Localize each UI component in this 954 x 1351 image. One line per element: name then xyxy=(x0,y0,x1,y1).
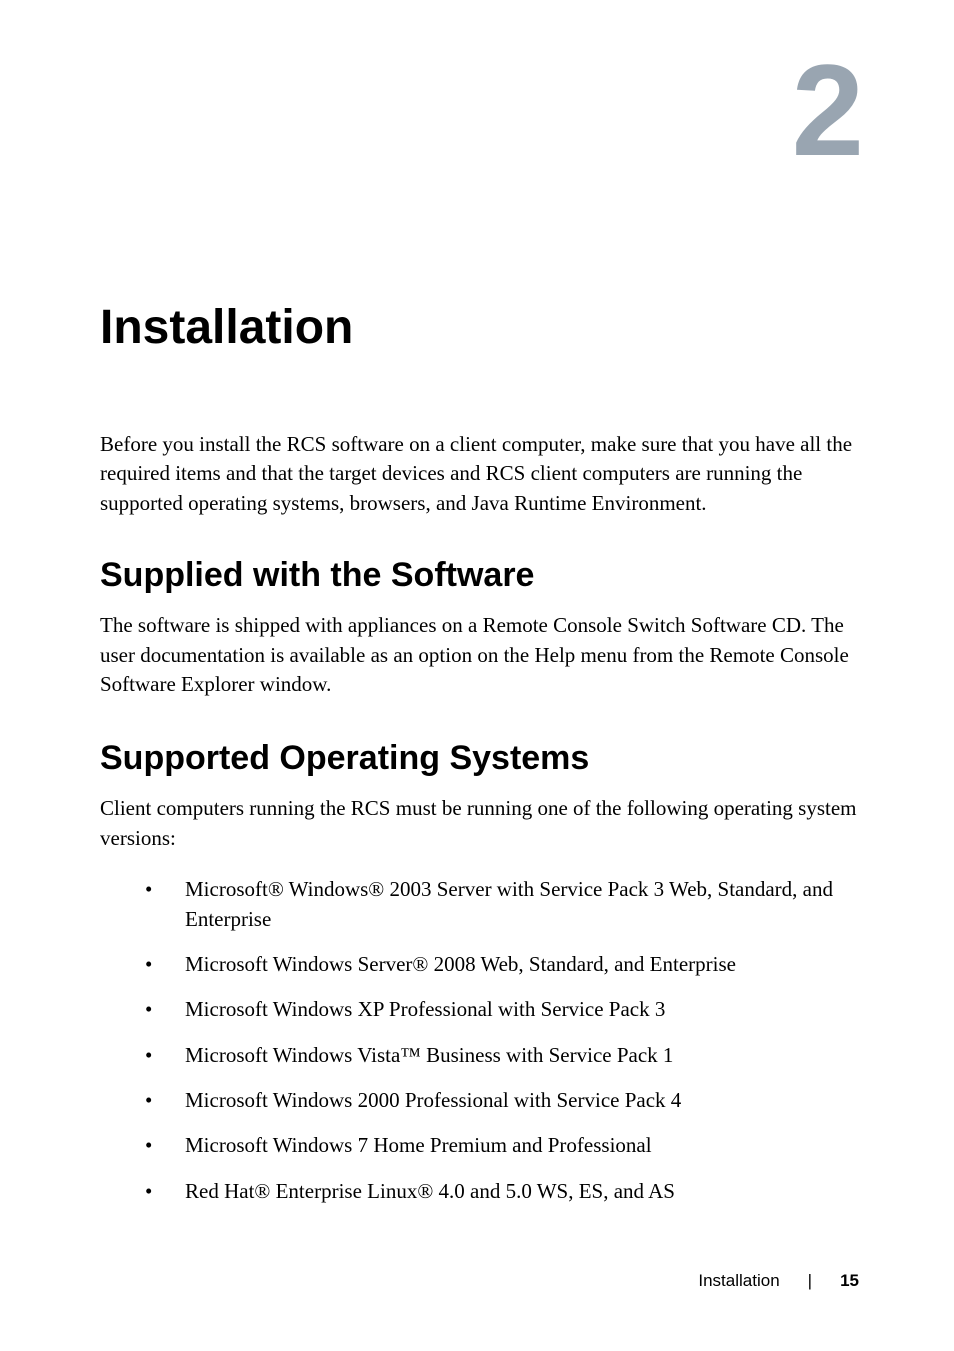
section-heading-os: Supported Operating Systems xyxy=(100,739,859,778)
list-item: Microsoft Windows XP Professional with S… xyxy=(185,995,859,1024)
chapter-number: 2 xyxy=(792,45,864,175)
section-heading-supplied: Supplied with the Software xyxy=(100,556,859,595)
page-footer: Installation | 15 xyxy=(698,1271,859,1291)
list-item: Microsoft Windows Vista™ Business with S… xyxy=(185,1041,859,1070)
list-item: Microsoft Windows Server® 2008 Web, Stan… xyxy=(185,950,859,979)
list-item: Microsoft® Windows® 2003 Server with Ser… xyxy=(185,875,859,934)
list-item: Red Hat® Enterprise Linux® 4.0 and 5.0 W… xyxy=(185,1177,859,1206)
chapter-title: Installation xyxy=(100,300,859,355)
list-item: Microsoft Windows 7 Home Premium and Pro… xyxy=(185,1131,859,1160)
footer-divider: | xyxy=(808,1271,812,1291)
section-text-supplied: The software is shipped with appliances … xyxy=(100,611,859,699)
footer-section-name: Installation xyxy=(698,1271,779,1291)
os-intro-text: Client computers running the RCS must be… xyxy=(100,794,859,853)
intro-paragraph: Before you install the RCS software on a… xyxy=(100,430,859,518)
footer-page-number: 15 xyxy=(840,1271,859,1291)
os-list: Microsoft® Windows® 2003 Server with Ser… xyxy=(100,875,859,1206)
list-item: Microsoft Windows 2000 Professional with… xyxy=(185,1086,859,1115)
